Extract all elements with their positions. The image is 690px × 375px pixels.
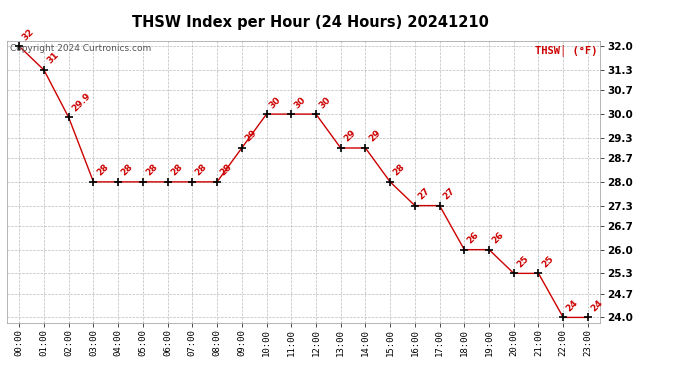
Text: 26: 26	[491, 230, 506, 246]
Text: 29: 29	[342, 129, 357, 144]
Text: 29: 29	[243, 129, 259, 144]
Text: THSW Index per Hour (24 Hours) 20241210: THSW Index per Hour (24 Hours) 20241210	[132, 15, 489, 30]
Text: 28: 28	[144, 162, 159, 178]
Text: 30: 30	[317, 95, 333, 110]
Text: Copyright 2024 Curtronics.com: Copyright 2024 Curtronics.com	[10, 44, 151, 53]
Text: 31: 31	[46, 51, 61, 66]
Text: 32: 32	[21, 27, 36, 42]
Text: 30: 30	[293, 95, 308, 110]
Text: 25: 25	[540, 254, 555, 269]
Text: 24: 24	[589, 298, 604, 313]
Text: 24: 24	[564, 298, 580, 313]
Text: 28: 28	[391, 162, 406, 178]
Text: 26: 26	[466, 230, 481, 246]
Text: 28: 28	[119, 162, 135, 178]
Text: 29.9: 29.9	[70, 91, 92, 113]
Text: 25: 25	[515, 254, 531, 269]
Text: 29: 29	[367, 129, 382, 144]
Text: 27: 27	[441, 186, 456, 201]
Text: 30: 30	[268, 95, 283, 110]
Text: 28: 28	[95, 162, 110, 178]
Text: 28: 28	[194, 162, 209, 178]
Text: 27: 27	[416, 186, 431, 201]
Text: 28: 28	[169, 162, 184, 178]
Text: THSW│ (°F): THSW│ (°F)	[535, 44, 598, 56]
Text: 28: 28	[219, 162, 234, 178]
